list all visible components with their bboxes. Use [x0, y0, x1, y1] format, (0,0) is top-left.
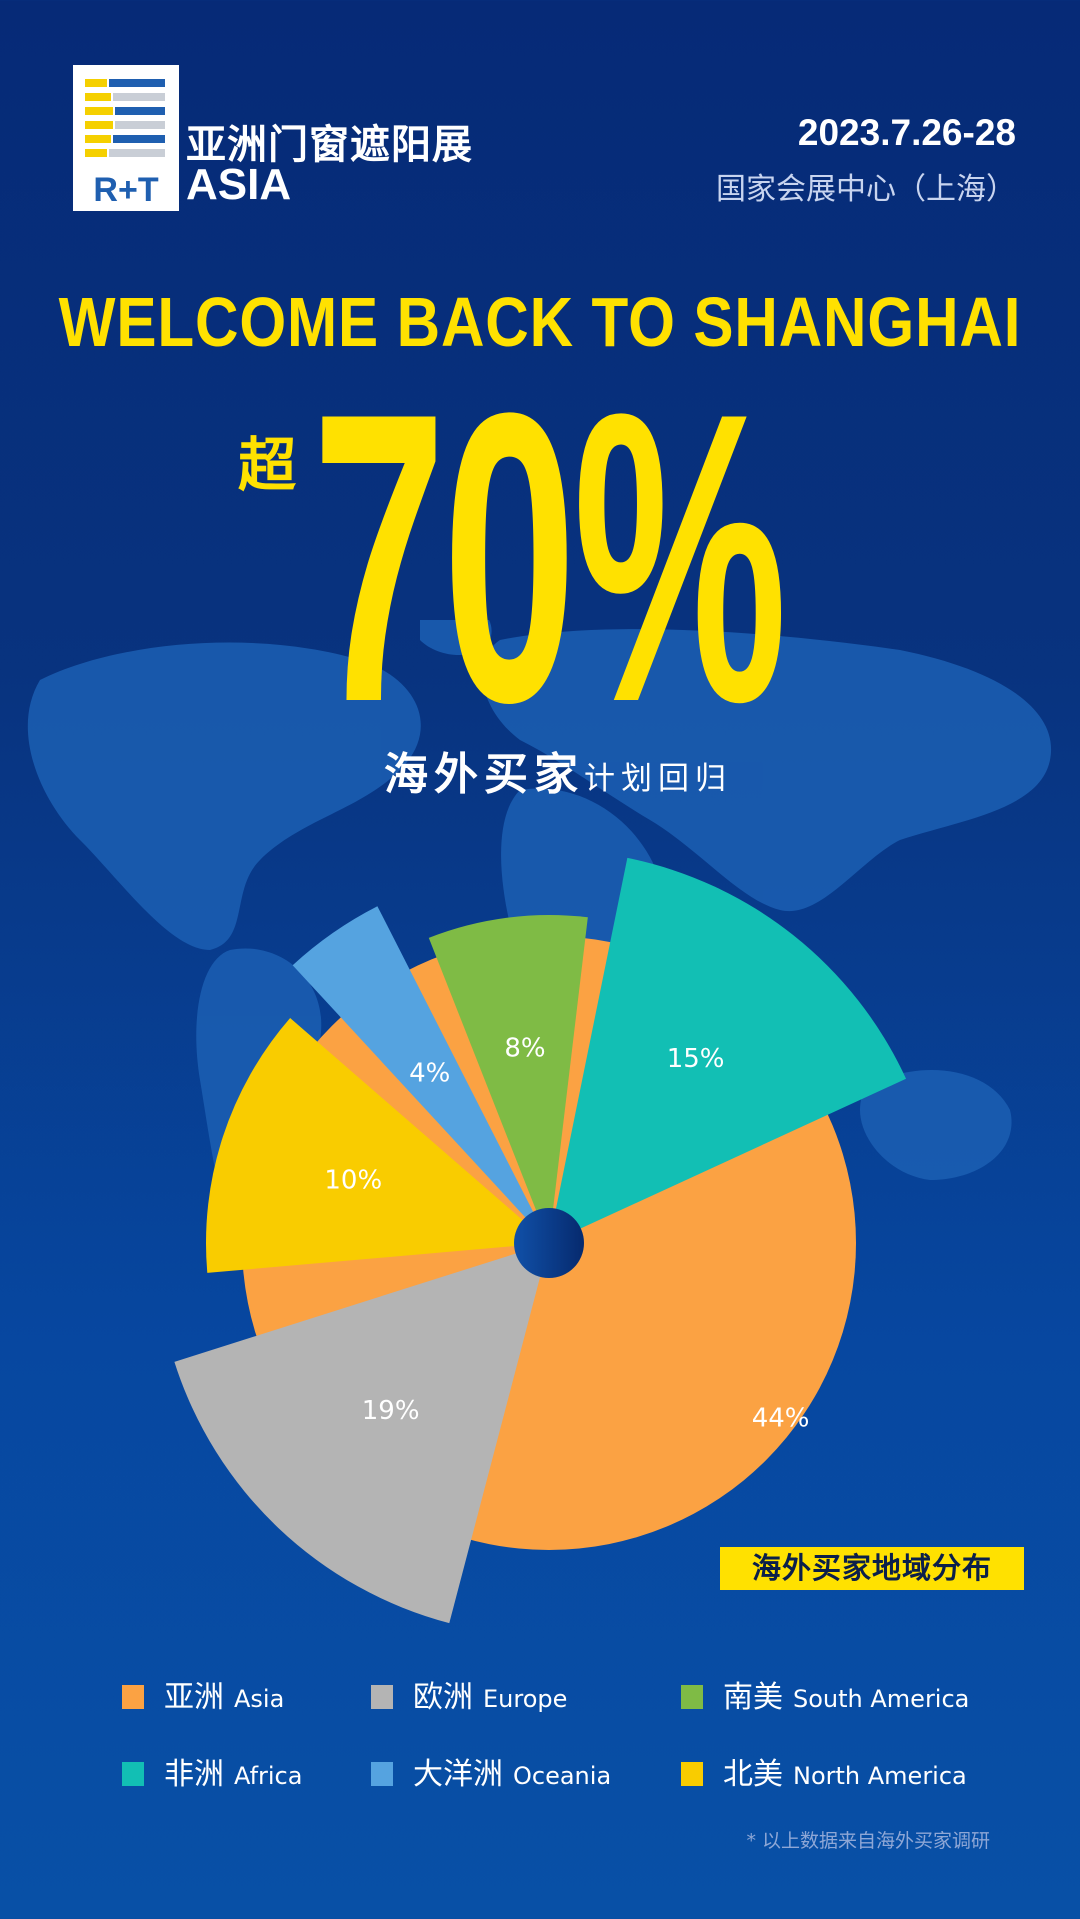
pie-slice-south-america — [428, 914, 588, 1243]
stat-prefix: 超 — [238, 431, 297, 499]
pie-slice-africa — [549, 857, 907, 1243]
legend-swatch — [371, 1685, 393, 1709]
legend-label-cn: 大洋洲 — [413, 1757, 503, 1792]
legend-label-en: Europe — [483, 1685, 568, 1713]
legend-label-en: North America — [793, 1762, 967, 1790]
legend-label-cn: 非洲 — [164, 1757, 224, 1792]
legend: 亚洲 Asia 欧洲 Europe 南美 South America 非洲 Af… — [122, 1672, 1022, 1802]
legend-swatch — [681, 1685, 703, 1709]
stat-value: 70% — [312, 328, 787, 788]
event-venue: 国家会展中心（上海） — [716, 172, 1016, 207]
legend-label-cn: 欧洲 — [413, 1680, 473, 1715]
pie-slice-north-america — [205, 1017, 549, 1273]
logo-mark-text: R+T — [93, 171, 158, 209]
legend-label-en: South America — [793, 1685, 970, 1713]
pie-slice-europe — [174, 1243, 550, 1624]
legend-item-oceania: 大洋洲 Oceania — [371, 1749, 611, 1793]
stat-caption-rest: 计划回归 — [584, 761, 732, 797]
legend-label-cn: 亚洲 — [164, 1680, 224, 1715]
legend-item-north-america: 北美 North America — [681, 1749, 967, 1793]
pie-label-africa: 15% — [667, 1044, 725, 1074]
legend-swatch — [681, 1762, 703, 1786]
exhibition-name-cn: 亚洲门窗遮阳展 — [186, 122, 473, 168]
exhibition-name-en: ASIA — [186, 160, 292, 209]
legend-label-en: Africa — [234, 1762, 303, 1790]
legend-label-cn: 南美 — [723, 1680, 783, 1715]
pie-center-hub — [514, 1208, 584, 1278]
pie-slice-oceania — [292, 906, 549, 1243]
legend-swatch — [122, 1762, 144, 1786]
legend-label-cn: 北美 — [723, 1757, 783, 1792]
legend-swatch — [371, 1762, 393, 1786]
pie-label-europe: 19% — [362, 1396, 420, 1426]
pie-label-oceania: 4% — [409, 1059, 450, 1089]
legend-label-en: Oceania — [513, 1762, 612, 1790]
pie-label-north-america: 10% — [324, 1165, 382, 1195]
legend-swatch — [122, 1685, 144, 1709]
rt-asia-logo: R+T — [73, 65, 179, 211]
legend-item-asia: 亚洲 Asia — [122, 1672, 284, 1716]
pie-label-south-america: 8% — [504, 1034, 545, 1064]
stat-caption: 海外买家计划回归 — [0, 738, 1080, 802]
event-date: 2023.7.26-28 — [797, 112, 1016, 153]
legend-label-en: Asia — [234, 1685, 285, 1713]
chart-title-badge: 海外买家地域分布 — [720, 1547, 1024, 1590]
legend-item-africa: 非洲 Africa — [122, 1749, 302, 1793]
headline: WELCOME BACK TO SHANGHAI — [58, 283, 1022, 361]
stat-caption-bold: 海外买家 — [384, 749, 584, 800]
legend-item-europe: 欧洲 Europe — [371, 1672, 567, 1716]
pie-label-asia: 44% — [752, 1404, 810, 1434]
footnote: * 以上数据来自海外买家调研 — [746, 1830, 990, 1852]
legend-item-south-america: 南美 South America — [681, 1672, 969, 1716]
